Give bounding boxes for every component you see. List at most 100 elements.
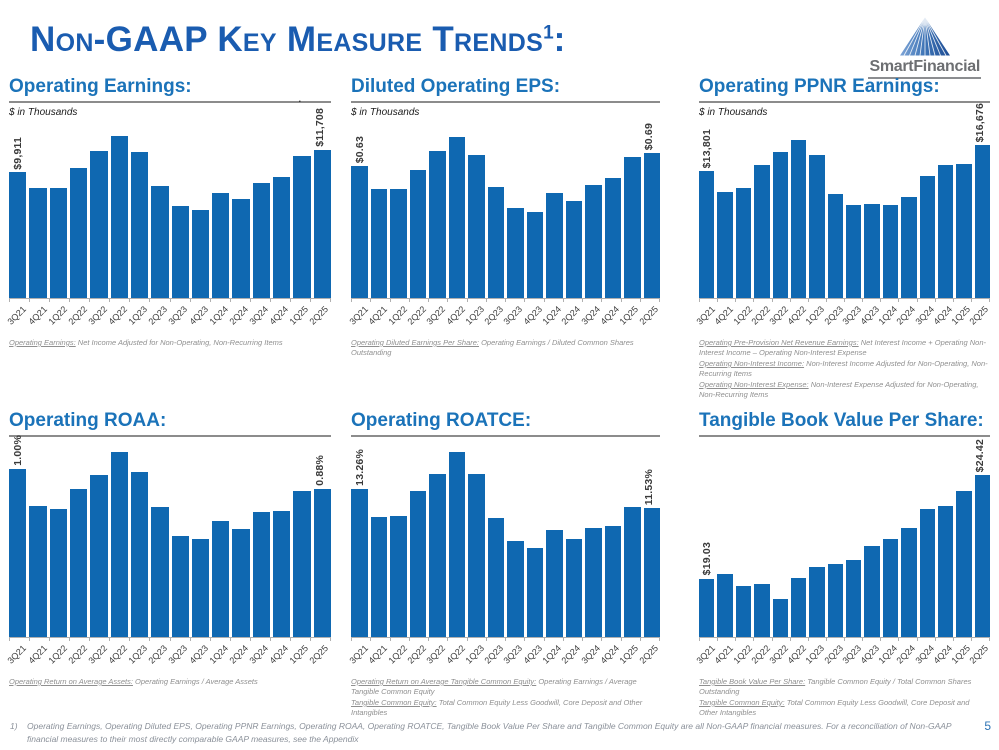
bar-2q25 [643, 153, 660, 298]
x-axis-label: 1Q25 [949, 303, 972, 327]
bar-2q25 [313, 149, 331, 298]
x-axis-label: 4Q24 [267, 642, 291, 666]
axis-tick [231, 637, 251, 641]
axis-tick [251, 637, 271, 641]
bar-plot: 1.00% 0.88% [9, 435, 331, 638]
bar-4q23 [864, 203, 880, 298]
axis-tick [918, 298, 936, 302]
bar-1q24 [212, 192, 230, 298]
x-axis-label: 3Q23 [840, 642, 863, 666]
bar-1q24 [546, 193, 563, 298]
bar-4q21 [29, 187, 47, 298]
bar-3q23 [171, 206, 189, 298]
bar-1q23 [809, 567, 825, 637]
axis-tick [791, 637, 809, 641]
x-axis-label: 4Q24 [267, 303, 291, 327]
axis-tick [936, 637, 954, 641]
x-axis-label: 4Q23 [858, 642, 882, 666]
bar-value-label: $9,911 [12, 136, 25, 170]
x-axis-label: 3Q21 [694, 303, 718, 327]
axis-tick [410, 298, 429, 302]
x-axis-label: 1Q22 [731, 303, 754, 327]
bar-4q24 [937, 164, 954, 298]
axis-tick [863, 637, 882, 641]
bar-3q21 [351, 165, 368, 298]
x-axis-label: 2Q24 [894, 642, 918, 666]
axis-tick [90, 298, 111, 302]
x-axis-label: 1Q22 [386, 303, 409, 327]
x-axis-labels: 3Q21 4Q21 1Q22 2Q22 3Q22 4Q22 1Q23 2Q23 3Q23 4Q23… [347, 303, 660, 336]
axis-tick [271, 637, 291, 641]
bar-4q22 [448, 136, 465, 298]
charts-row-top: Operating Earnings: $ in Thousands $9,91… [0, 76, 999, 410]
x-axis-label: 1Q23 [463, 642, 486, 666]
bar-2q23 [487, 186, 504, 298]
bar-value-label: $11,708 [313, 107, 326, 147]
x-axis-label: 2Q23 [821, 642, 845, 666]
bar-2q23 [827, 563, 843, 637]
x-axis-labels: 3Q21 4Q21 1Q22 2Q22 3Q22 4Q22 1Q23 2Q23 3Q23 4Q23… [347, 642, 660, 675]
bar-4q23 [191, 210, 210, 298]
x-axis-label: 2Q24 [559, 303, 583, 327]
x-axis-label: 1Q24 [876, 642, 900, 666]
footnote-definition: Net Income Adjusted for Non-Operating, N… [75, 337, 283, 347]
bar-3q23 [171, 535, 189, 637]
bar-2q25 [974, 475, 990, 637]
axis-tick [191, 298, 211, 302]
x-axis-label: 2Q25 [637, 303, 660, 327]
axis-tick [130, 637, 151, 641]
bar-2q24 [565, 539, 582, 637]
axis-tick [291, 298, 311, 302]
axis-tick [90, 637, 111, 641]
x-axis-label: 3Q22 [86, 303, 110, 327]
x-axis-label: 3Q24 [247, 642, 271, 666]
axis-tick [718, 637, 737, 641]
x-axis-label: 1Q23 [463, 303, 486, 327]
logo-wordmark: SmartFinancial [868, 58, 981, 79]
title-footnote-ref: 1 [543, 22, 554, 44]
bar-2q22 [754, 584, 770, 637]
chart-title: Operating PPNR Earnings: [699, 76, 990, 103]
x-axis-label: 2Q25 [637, 642, 660, 666]
x-axis-label: 4Q21 [26, 303, 49, 327]
x-axis-label: 2Q22 [749, 303, 772, 327]
bar-2q23 [151, 507, 169, 637]
bar-4q22 [448, 452, 465, 637]
bar-1q25 [956, 163, 972, 298]
x-axis-label: 4Q21 [26, 642, 49, 666]
axis-tick [827, 637, 845, 641]
bar-value-label: $24.42 [973, 438, 986, 473]
bar-1q24 [212, 520, 230, 637]
x-axis-label: 1Q25 [949, 642, 972, 666]
axis-tick [954, 637, 972, 641]
axis-tick [564, 298, 583, 302]
axis-tick [110, 637, 131, 641]
axis-tick [371, 637, 391, 641]
bar-3q24 [252, 512, 271, 637]
axis-tick [918, 637, 936, 641]
axis-tick [845, 637, 864, 641]
bar-1q22 [49, 188, 67, 298]
bar-2q24 [901, 528, 917, 637]
x-axis-label: 3Q21 [347, 303, 371, 327]
footnote-term: Operating Pre-Provision Net Revenue Earn… [699, 337, 859, 347]
bar-2q25 [974, 144, 990, 298]
axis-tick [487, 637, 506, 641]
x-axis-label: 1Q25 [617, 303, 641, 327]
bar-4q22 [110, 451, 128, 637]
axis-tick [545, 298, 564, 302]
axis-tick [583, 637, 603, 641]
footnote-text: Operating Earnings, Operating Diluted EP… [27, 721, 952, 744]
axis-tick [754, 637, 773, 641]
chart-footnote: Tangible Common Equity: Total Common Equ… [351, 698, 660, 719]
x-axis-label: 1Q25 [287, 303, 311, 327]
bar-3q24 [252, 182, 271, 298]
bar-3q22 [90, 475, 108, 637]
x-axis-label: 4Q24 [598, 642, 622, 666]
x-axis-label: 2Q23 [146, 303, 170, 327]
footnote-definition: Total Common Equity Less Goodwill, Core … [699, 697, 970, 718]
bar-3q24 [919, 509, 935, 637]
x-axis-labels: 3Q21 4Q21 1Q22 2Q22 3Q22 4Q22 1Q23 2Q23 3Q23 4Q23… [6, 642, 331, 675]
x-axis-label: 2Q22 [749, 642, 772, 666]
axis-tick [191, 637, 211, 641]
